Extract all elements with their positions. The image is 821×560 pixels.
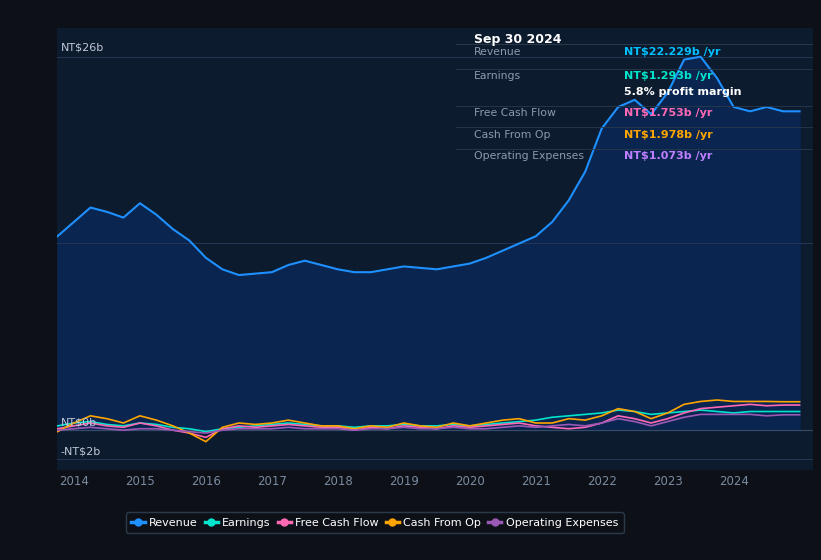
Text: NT$1.293b /yr: NT$1.293b /yr	[623, 71, 712, 81]
Legend: Revenue, Earnings, Free Cash Flow, Cash From Op, Operating Expenses: Revenue, Earnings, Free Cash Flow, Cash …	[126, 512, 624, 534]
Text: Cash From Op: Cash From Op	[474, 130, 550, 140]
Text: NT$0b: NT$0b	[61, 417, 97, 427]
Text: Revenue: Revenue	[474, 47, 521, 57]
Text: NT$1.073b /yr: NT$1.073b /yr	[623, 151, 712, 161]
Text: NT$1.978b /yr: NT$1.978b /yr	[623, 130, 713, 140]
Text: Earnings: Earnings	[474, 71, 521, 81]
Text: -NT$2b: -NT$2b	[61, 446, 101, 456]
Text: Operating Expenses: Operating Expenses	[474, 151, 584, 161]
Text: Free Cash Flow: Free Cash Flow	[474, 108, 555, 118]
Text: NT$22.229b /yr: NT$22.229b /yr	[623, 47, 720, 57]
Text: 5.8% profit margin: 5.8% profit margin	[623, 87, 741, 97]
Text: Sep 30 2024: Sep 30 2024	[474, 32, 561, 46]
Text: NT$26b: NT$26b	[61, 43, 104, 53]
Text: NT$1.753b /yr: NT$1.753b /yr	[623, 108, 712, 118]
